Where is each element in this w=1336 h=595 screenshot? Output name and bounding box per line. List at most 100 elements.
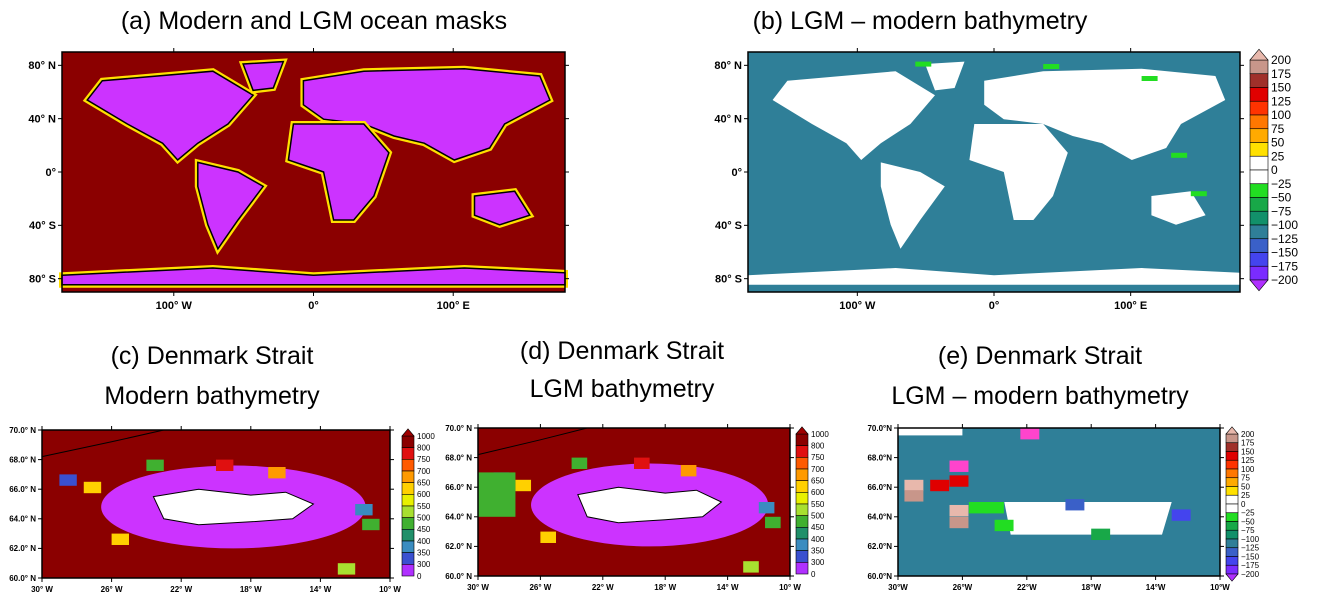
y-tick-label: 66.0° N bbox=[445, 483, 472, 492]
grid-cell bbox=[515, 479, 532, 492]
colorbar-arrow bbox=[1225, 573, 1239, 582]
x-tick-label: 18°W bbox=[1081, 583, 1101, 592]
y-tick-label: 80° S bbox=[715, 274, 742, 286]
colorbar-label: 700 bbox=[417, 467, 431, 476]
x-tick-label: 18° W bbox=[240, 585, 262, 594]
colorbar-box bbox=[1249, 100, 1269, 116]
colorbar-box bbox=[401, 470, 415, 483]
land bbox=[969, 124, 1068, 220]
colorbar-label: 450 bbox=[811, 523, 825, 532]
greenland-coast bbox=[477, 427, 588, 456]
iceland bbox=[1004, 502, 1172, 535]
colorbar-box bbox=[1249, 265, 1269, 281]
grid-cell bbox=[949, 460, 969, 472]
panel: (e) Denmark Strait LGM – modern bathymetr… bbox=[867, 342, 1259, 592]
colorbar-box bbox=[401, 517, 415, 530]
map-frame bbox=[41, 429, 391, 579]
colorbar-label: 550 bbox=[417, 502, 431, 511]
colorbar-box bbox=[795, 492, 809, 505]
land bbox=[984, 68, 1226, 160]
panel: (b) LGM – modern bathymetry 80° N 40° N 0° 4… bbox=[714, 7, 1298, 312]
colorbar-label: −150 bbox=[1241, 552, 1260, 561]
colorbar-box bbox=[1225, 512, 1239, 522]
y-tick-label: 68.0° N bbox=[9, 455, 36, 464]
y-tick-label: 80° N bbox=[714, 60, 742, 72]
colorbar-box bbox=[1225, 494, 1239, 505]
y-tick-label: 60.0° N bbox=[9, 574, 36, 583]
colorbar-box bbox=[1249, 183, 1269, 198]
grid-cell bbox=[83, 481, 102, 494]
x-tick-label: 26° W bbox=[529, 583, 551, 592]
colorbar-label: 175 bbox=[1271, 67, 1291, 81]
colorbar-box bbox=[401, 459, 415, 472]
colorbar-label: 200 bbox=[1271, 53, 1291, 67]
colorbar-label: 1000 bbox=[417, 432, 435, 441]
colorbar-box bbox=[1249, 114, 1269, 130]
colorbar-box bbox=[795, 538, 809, 551]
colorbar-box bbox=[1225, 556, 1239, 566]
x-tick-label: 0° bbox=[308, 300, 319, 312]
panel-title: (b) LGM – modern bathymetry bbox=[753, 7, 1088, 35]
x-tick-label: 22° W bbox=[592, 583, 614, 592]
x-tick-label: 30° W bbox=[31, 585, 53, 594]
y-tick-label: 64.0°N bbox=[867, 513, 892, 522]
colorbar-label: 75 bbox=[1241, 474, 1250, 483]
y-tick-label: 70.0° N bbox=[9, 426, 36, 435]
iceland bbox=[577, 486, 723, 524]
y-tick-label: 68.0°N bbox=[867, 453, 892, 462]
panel-title: LGM – modern bathymetry bbox=[891, 382, 1189, 410]
colorbar-label: 25 bbox=[1241, 491, 1250, 500]
grid-cell bbox=[1020, 428, 1040, 440]
x-tick-label: 10° W bbox=[779, 583, 801, 592]
colorbar-label: 100 bbox=[1241, 465, 1255, 474]
colorbar-box bbox=[795, 562, 809, 575]
x-tick-label: 30°W bbox=[888, 583, 908, 592]
shelf-change bbox=[1171, 152, 1188, 158]
shelf-change bbox=[1043, 64, 1060, 69]
colorbar-label: 600 bbox=[811, 488, 825, 497]
colorbar-box bbox=[1225, 538, 1239, 549]
grid-cell bbox=[743, 561, 759, 573]
colorbar-label: 350 bbox=[811, 546, 825, 555]
colorbar-box bbox=[1249, 128, 1269, 143]
land bbox=[302, 68, 551, 161]
colorbar-box bbox=[795, 527, 809, 540]
y-tick-label: 64.0° N bbox=[445, 513, 472, 522]
y-tick-label: 68.0° N bbox=[445, 453, 472, 462]
y-tick-label: 66.0°N bbox=[867, 483, 892, 492]
colorbar-label: 0 bbox=[1241, 500, 1246, 509]
map-frame bbox=[477, 427, 791, 577]
land bbox=[197, 161, 265, 251]
y-tick-label: 62.0° N bbox=[9, 544, 36, 553]
colorbar-label: 600 bbox=[417, 490, 431, 499]
unchanged-area bbox=[898, 428, 963, 436]
grid-cell bbox=[1065, 499, 1085, 511]
colorbar-label: 550 bbox=[811, 500, 825, 509]
colorbar-label: −200 bbox=[1271, 273, 1298, 287]
colorbar-box bbox=[1225, 433, 1239, 444]
x-tick-label: 100° W bbox=[156, 300, 193, 312]
x-tick-label: 14°W bbox=[1146, 583, 1166, 592]
colorbar-box bbox=[1225, 547, 1239, 557]
colorbar-label: −100 bbox=[1241, 535, 1260, 544]
colorbar-label: 750 bbox=[417, 455, 431, 464]
land bbox=[880, 162, 945, 249]
colorbar-box bbox=[1225, 451, 1239, 461]
y-tick-label: 60.0°N bbox=[867, 572, 892, 581]
colorbar-box bbox=[401, 435, 415, 448]
colorbar-box bbox=[401, 505, 415, 518]
colorbar-box bbox=[795, 550, 809, 563]
land bbox=[287, 123, 390, 221]
colorbar-label: −75 bbox=[1241, 526, 1255, 535]
x-tick-label: 22°W bbox=[1017, 583, 1037, 592]
colorbar-box bbox=[1225, 521, 1239, 531]
x-tick-label: 100° E bbox=[437, 300, 470, 312]
grid-cell bbox=[216, 459, 234, 471]
colorbar-box bbox=[401, 447, 415, 460]
colorbar-label: −125 bbox=[1271, 232, 1298, 246]
land bbox=[748, 268, 1240, 285]
grid-cell bbox=[994, 519, 1014, 532]
colorbar-box bbox=[1225, 503, 1239, 514]
colorbar-box bbox=[1225, 477, 1239, 487]
colorbar-label: 200 bbox=[1241, 430, 1255, 439]
